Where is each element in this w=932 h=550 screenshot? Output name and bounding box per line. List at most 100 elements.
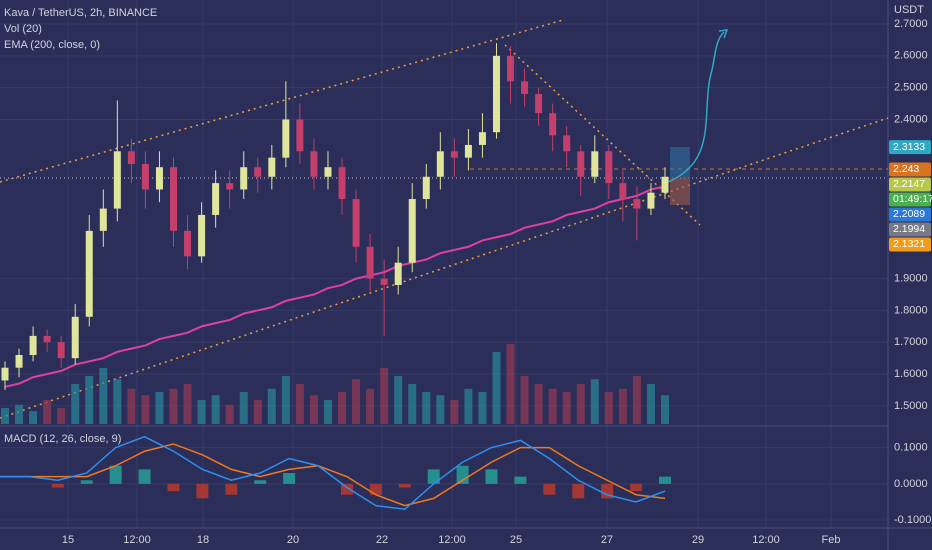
macd-histogram-bar bbox=[167, 483, 180, 492]
descending-line bbox=[504, 44, 701, 226]
candle-body bbox=[394, 262, 402, 285]
volume-bar bbox=[590, 379, 599, 424]
time-label: 25 bbox=[510, 534, 522, 546]
lower-channel-line bbox=[0, 117, 889, 419]
candle-body bbox=[240, 167, 248, 190]
volume-bar bbox=[127, 388, 136, 424]
volume-bar bbox=[155, 392, 164, 424]
volume-bar bbox=[422, 392, 431, 424]
candle-body bbox=[141, 164, 149, 190]
macd-histogram-bar bbox=[225, 483, 238, 495]
candle-body bbox=[591, 151, 599, 177]
volume-bar bbox=[239, 392, 248, 424]
macd-histogram-bar bbox=[369, 483, 382, 495]
macd-histogram-bar bbox=[398, 483, 411, 488]
candle-body bbox=[352, 199, 360, 247]
symbol-title: Kava / TetherUS, 2h, BINANCE bbox=[4, 7, 157, 19]
volume-label: Vol (20) bbox=[4, 23, 42, 35]
price-tick-label: 2.7000 bbox=[894, 18, 928, 30]
volume-bar bbox=[183, 384, 192, 424]
volume-bar bbox=[1, 408, 9, 424]
volume-bar bbox=[464, 388, 473, 424]
candle-body bbox=[380, 278, 388, 285]
macd-histogram-bar bbox=[659, 476, 671, 484]
volume-bar bbox=[43, 400, 52, 424]
candle-body bbox=[226, 183, 234, 190]
volume-bar bbox=[394, 376, 403, 424]
volume-bar bbox=[267, 388, 276, 424]
candle-body bbox=[113, 151, 121, 209]
macd-histogram-bar bbox=[543, 483, 556, 495]
volume-bar bbox=[141, 395, 150, 424]
volume-bar bbox=[562, 392, 571, 424]
price-badge: 2.1994 bbox=[893, 223, 925, 235]
time-label: 29 bbox=[692, 534, 704, 546]
candle-body bbox=[605, 151, 613, 184]
time-label: 18 bbox=[197, 534, 209, 546]
volume-bar bbox=[85, 376, 94, 424]
volume-bar bbox=[408, 384, 417, 424]
volume-bar bbox=[71, 384, 80, 424]
macd-histogram-bar bbox=[427, 469, 440, 484]
candle-body bbox=[366, 246, 374, 279]
volume-bar bbox=[478, 392, 487, 424]
volume-bar bbox=[492, 352, 501, 424]
time-label: Feb bbox=[822, 534, 841, 546]
price-badge: 2.1321 bbox=[893, 238, 925, 250]
volume-bar bbox=[309, 395, 318, 424]
plot bbox=[0, 43, 671, 511]
candle-body bbox=[184, 230, 192, 257]
volume-bar bbox=[618, 388, 627, 424]
macd-histogram-bar bbox=[51, 483, 64, 488]
time-label: 20 bbox=[287, 534, 299, 546]
volume-bar bbox=[225, 404, 234, 424]
volume-bar bbox=[57, 408, 66, 424]
candle-body bbox=[254, 167, 262, 177]
candle-body bbox=[633, 199, 641, 209]
candle-body bbox=[619, 183, 627, 200]
macd-histogram-bar bbox=[138, 469, 151, 484]
projection-arrow bbox=[667, 31, 725, 183]
macd-histogram-bar bbox=[109, 465, 122, 484]
countdown-badge-bg bbox=[889, 192, 931, 207]
candle-body bbox=[43, 335, 51, 343]
macd-histogram-bar bbox=[80, 480, 93, 484]
candle-body bbox=[647, 192, 655, 209]
macd-histogram-bar bbox=[196, 483, 209, 499]
time-label: 12:00 bbox=[752, 534, 780, 546]
macd-histogram-bar bbox=[283, 472, 296, 484]
volume-bar bbox=[661, 395, 669, 424]
volume-bar bbox=[15, 404, 24, 424]
candle-body bbox=[535, 94, 543, 114]
price-badge-bg bbox=[889, 162, 931, 177]
volume-bar bbox=[646, 384, 655, 424]
candle-body bbox=[324, 167, 332, 177]
time-label: 12:00 bbox=[438, 534, 466, 546]
price-tick-label: 1.8000 bbox=[894, 304, 928, 316]
candle-body bbox=[422, 176, 430, 200]
candle-body bbox=[155, 167, 163, 190]
price-badge: 2.2147 bbox=[893, 178, 925, 190]
volume-bar bbox=[548, 388, 557, 424]
price-badge-bg bbox=[889, 140, 931, 155]
volume-bar bbox=[366, 388, 375, 424]
candle-body bbox=[492, 55, 500, 133]
candle-body bbox=[478, 132, 486, 145]
candle-body bbox=[127, 151, 135, 165]
volume-bar bbox=[520, 376, 529, 424]
macd-histogram-bar bbox=[572, 483, 585, 499]
price-badge-bg bbox=[889, 207, 931, 222]
time-label: 15 bbox=[62, 534, 74, 546]
vertical-grid bbox=[0, 0, 888, 528]
ema-line bbox=[4, 185, 666, 388]
macd-histogram-bar bbox=[485, 469, 498, 484]
time-label: 22 bbox=[376, 534, 388, 546]
volume-bar bbox=[99, 368, 108, 424]
volume-bar bbox=[29, 411, 38, 424]
candle-body bbox=[29, 335, 37, 355]
stop-box bbox=[670, 178, 690, 205]
candle-body bbox=[408, 199, 416, 263]
price-badge: 2.2089 bbox=[893, 208, 925, 220]
volume-bar bbox=[323, 400, 332, 424]
